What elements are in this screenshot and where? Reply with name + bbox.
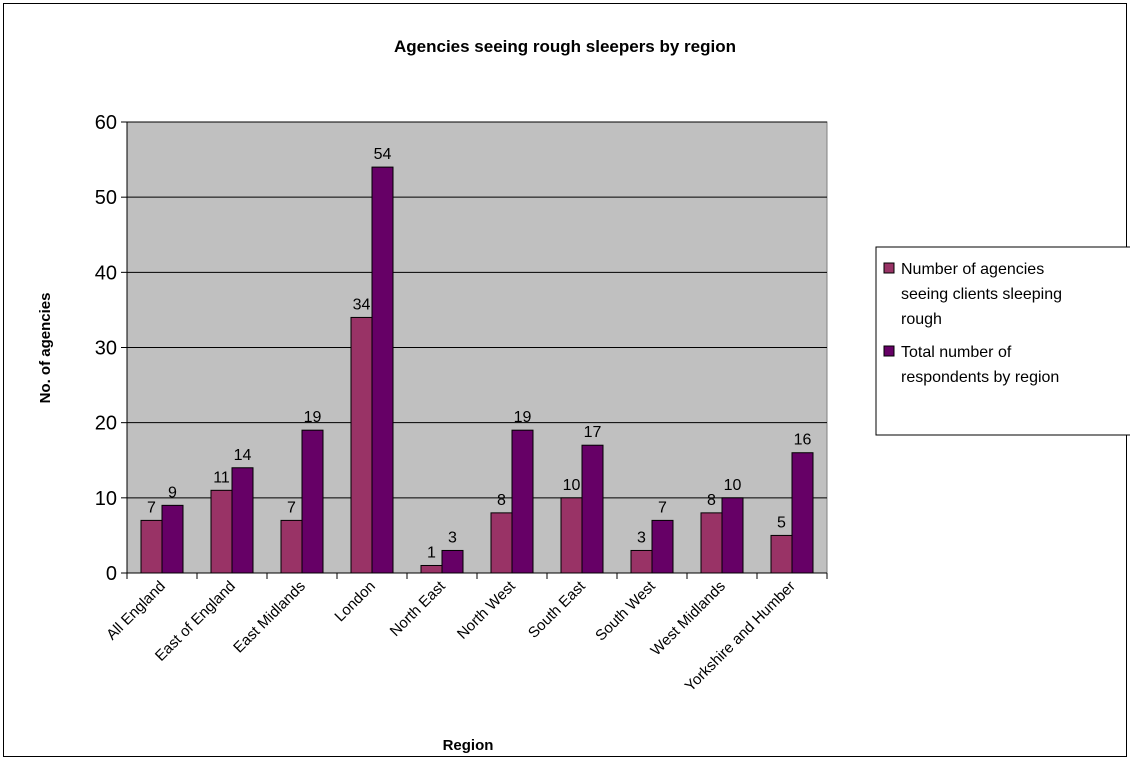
data-label: 3 bbox=[637, 529, 646, 546]
bar-agencies-seeing-rough-sleepers bbox=[560, 497, 583, 574]
bar-agencies-seeing-rough-sleepers bbox=[140, 519, 163, 574]
y-tick-label: 50 bbox=[95, 187, 117, 209]
data-label: 9 bbox=[168, 484, 177, 501]
legend-swatch bbox=[883, 262, 895, 274]
legend: Number of agencies seeing clients sleepin… bbox=[875, 246, 1130, 436]
bar-total-respondents bbox=[721, 497, 744, 574]
bar-total-respondents bbox=[161, 504, 184, 574]
bar-total-respondents bbox=[371, 166, 394, 574]
bar-agencies-seeing-rough-sleepers bbox=[490, 512, 513, 574]
legend-label: rough bbox=[901, 311, 942, 328]
data-label: 7 bbox=[658, 499, 667, 516]
y-tick-label: 0 bbox=[106, 563, 117, 585]
data-label: 5 bbox=[777, 514, 786, 531]
bar-total-respondents bbox=[231, 467, 254, 574]
data-label: 17 bbox=[584, 424, 602, 441]
bar-total-respondents bbox=[301, 429, 324, 574]
data-label: 8 bbox=[707, 492, 716, 509]
bar-agencies-seeing-rough-sleepers bbox=[280, 519, 303, 574]
y-tick-label: 30 bbox=[95, 338, 117, 360]
data-label: 1 bbox=[427, 544, 436, 561]
data-label: 34 bbox=[353, 296, 371, 313]
legend-label: seeing clients sleeping bbox=[901, 286, 1062, 303]
data-label: 10 bbox=[563, 477, 581, 494]
data-label: 54 bbox=[374, 146, 392, 163]
bar-agencies-seeing-rough-sleepers bbox=[770, 534, 793, 574]
y-axis-title: No. of agencies bbox=[37, 293, 54, 404]
x-category-label: North West bbox=[454, 577, 519, 642]
legend-label: respondents by region bbox=[901, 369, 1059, 386]
bar-total-respondents bbox=[581, 444, 604, 574]
y-tick-label: 60 bbox=[95, 112, 117, 134]
data-label: 11 bbox=[213, 469, 230, 486]
bar-agencies-seeing-rough-sleepers bbox=[630, 549, 653, 574]
bar-agencies-seeing-rough-sleepers bbox=[350, 316, 373, 574]
x-category-label: East Midlands bbox=[230, 578, 309, 657]
bar-agencies-seeing-rough-sleepers bbox=[700, 512, 723, 574]
data-label: 7 bbox=[287, 499, 296, 516]
chart-title: Agencies seeing rough sleepers by region bbox=[394, 37, 736, 56]
legend-label: Number of agencies bbox=[901, 261, 1044, 278]
x-category-label: London bbox=[331, 578, 378, 625]
x-category-label: All England bbox=[103, 578, 169, 644]
data-label: 3 bbox=[448, 529, 457, 546]
y-tick-label: 40 bbox=[95, 262, 117, 284]
x-axis-title: Region bbox=[443, 737, 494, 754]
x-category-label: South East bbox=[525, 577, 589, 641]
data-label: 10 bbox=[724, 477, 742, 494]
data-label: 8 bbox=[497, 492, 506, 509]
data-label: 19 bbox=[304, 409, 322, 426]
legend-swatch bbox=[883, 345, 895, 357]
bar-total-respondents bbox=[651, 519, 674, 574]
data-label: 7 bbox=[147, 499, 156, 516]
y-tick-label: 20 bbox=[95, 413, 117, 435]
y-tick-label: 10 bbox=[95, 488, 117, 510]
x-category-label: South West bbox=[592, 577, 659, 644]
data-label: 19 bbox=[514, 409, 532, 426]
bar-agencies-seeing-rough-sleepers bbox=[210, 489, 233, 574]
legend-label: Total number of bbox=[901, 344, 1012, 361]
legend-box bbox=[875, 246, 1130, 436]
bar-total-respondents bbox=[441, 549, 464, 574]
x-category-label: North East bbox=[387, 577, 450, 640]
bar-total-respondents bbox=[791, 452, 814, 574]
data-label: 14 bbox=[234, 447, 252, 464]
bar-agencies-seeing-rough-sleepers bbox=[420, 564, 443, 574]
bar-total-respondents bbox=[511, 429, 534, 574]
data-label: 16 bbox=[794, 432, 812, 449]
